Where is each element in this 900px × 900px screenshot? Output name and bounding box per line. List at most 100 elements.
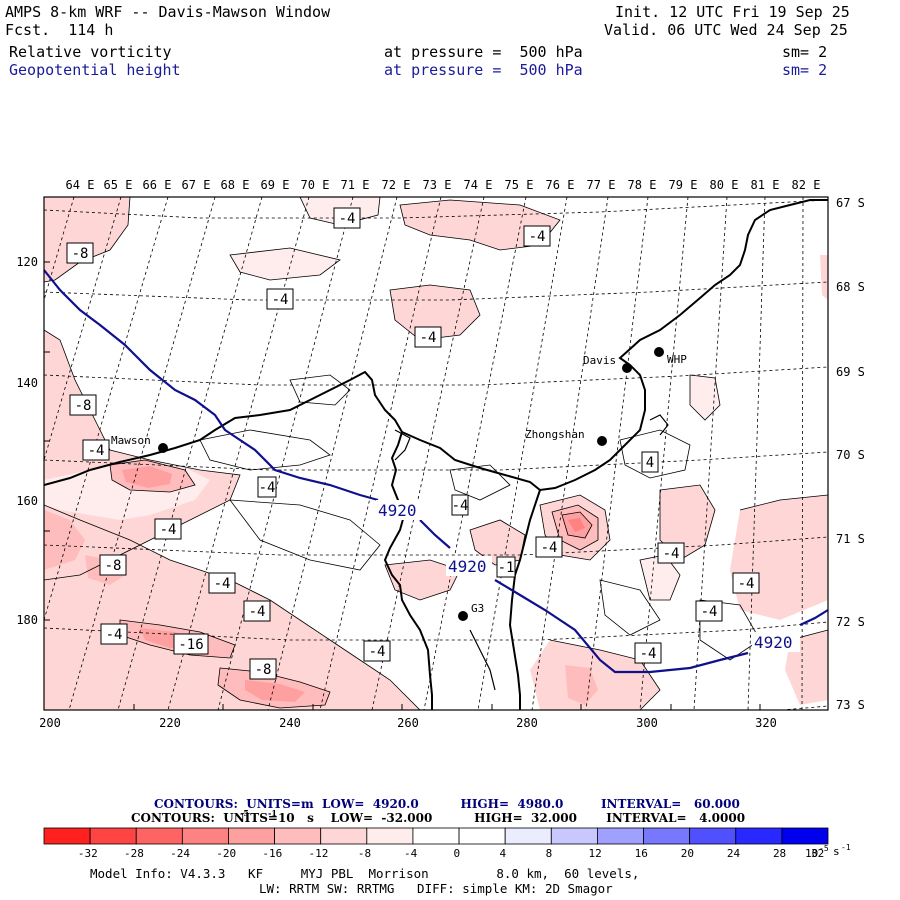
colorbar-tick-label: 16 [635, 847, 648, 860]
axis-ticks [43, 261, 761, 710]
vort-label: -4 [243, 600, 271, 622]
svg-text:-4: -4 [452, 498, 469, 514]
svg-text:-4: -4 [541, 540, 558, 556]
vort-label: -16 [173, 633, 209, 655]
field1-name: Relative vorticity [9, 43, 172, 61]
field1-pressure: at pressure = 500 hPa [384, 43, 583, 61]
svg-text:74 E: 74 E [464, 178, 493, 192]
colorbar-unit: 10 -5 s -1 [805, 843, 851, 860]
svg-text:-4: -4 [214, 576, 231, 592]
field2-name: Geopotential height [9, 61, 181, 79]
svg-text:-16: -16 [178, 637, 203, 653]
svg-text:-4: -4 [701, 604, 718, 620]
colorbar-tick-label: -8 [358, 847, 371, 860]
svg-text:-4: -4 [420, 330, 437, 346]
vorticity-label-group: -8 -4 -4 -4 -4 -8 -4 -4 -4 4 -4 -4 -8 -4… [66, 207, 760, 680]
colorbar-tick-label: -16 [262, 847, 282, 860]
vort-label: -1 [496, 556, 516, 578]
station-label-g3: G3 [471, 602, 484, 615]
svg-text:-4: -4 [272, 292, 289, 308]
field1-smooth: sm= 2 [782, 43, 828, 61]
svg-text:69 E: 69 E [261, 178, 290, 192]
coastline [44, 199, 828, 710]
svg-text:-4: -4 [529, 229, 546, 245]
colorbar-tick-label: 12 [588, 847, 601, 860]
svg-text:73 S: 73 S [836, 698, 865, 712]
colorbar-tick-label: 4 [500, 847, 507, 860]
svg-text:-4: -4 [106, 627, 123, 643]
vort-label: -4 [732, 572, 760, 594]
colorbar-swatch [550, 827, 598, 845]
colorbar-swatch [89, 827, 137, 845]
valid-time: Valid. 06 UTC Wed 24 Sep 25 [604, 21, 848, 39]
station-label-whp: WHP [667, 353, 687, 366]
station-label-mawson: Mawson [111, 434, 151, 447]
svg-text:71 E: 71 E [341, 178, 370, 192]
svg-text:-8: -8 [255, 662, 272, 678]
svg-text:81 E: 81 E [751, 178, 780, 192]
colorbar-tick-label: 0 [453, 847, 460, 860]
colorbar-tick-label: -24 [170, 847, 190, 860]
forecast-hour: Fcst. 114 h [5, 21, 114, 39]
colorbar-tick-label: -32 [78, 847, 98, 860]
vort-label: -4 [363, 640, 391, 662]
vort-label: -4 [208, 572, 236, 594]
vort-label: -4 [266, 288, 294, 310]
svg-text:72 E: 72 E [382, 178, 411, 192]
svg-text:320: 320 [755, 716, 777, 730]
colorbar-swatch [458, 827, 506, 845]
svg-text:4920: 4920 [378, 501, 417, 520]
svg-text:s: s [833, 845, 840, 858]
colorbar-tick-label: -4 [404, 847, 418, 860]
svg-text:-5: -5 [819, 844, 829, 853]
svg-text:-1: -1 [498, 560, 515, 576]
vort-label: -4 [657, 542, 685, 564]
svg-text:-4: -4 [663, 546, 680, 562]
svg-text:-4: -4 [160, 522, 177, 538]
height-label: 4920 [752, 632, 800, 652]
ice-shelf-edges [394, 414, 669, 691]
colorbar-tick-label: -12 [308, 847, 328, 860]
station-dot [654, 347, 664, 357]
colorbar-swatch [689, 827, 737, 845]
svg-text:220: 220 [159, 716, 181, 730]
colorbar-tick-label: -28 [124, 847, 144, 860]
grid-x-labels: 200 220 240 260 280 300 320 [39, 716, 777, 730]
svg-text:76 E: 76 E [546, 178, 575, 192]
svg-text:68 E: 68 E [221, 178, 250, 192]
height-contours [44, 269, 828, 674]
vort-label: -4 [333, 207, 361, 229]
colorbar-swatch [504, 827, 552, 845]
station-dot [158, 443, 168, 453]
vort-label: -4 [414, 326, 442, 348]
svg-text:160: 160 [16, 494, 38, 508]
svg-text:75 E: 75 E [505, 178, 534, 192]
svg-text:64 E: 64 E [66, 178, 95, 192]
stations: Mawson Davis WHP Zhongshan G3 [111, 347, 687, 621]
vort-label: -8 [69, 394, 97, 416]
station-label-zhongshan: Zhongshan [525, 428, 585, 441]
vort-label: -4 [257, 476, 277, 498]
svg-text:71 S: 71 S [836, 532, 865, 546]
svg-text:73 E: 73 E [423, 178, 452, 192]
vort-label: -4 [100, 623, 128, 645]
svg-text:69 S: 69 S [836, 365, 865, 379]
svg-text:-4: -4 [339, 211, 356, 227]
svg-text:280: 280 [516, 716, 538, 730]
svg-text:70 E: 70 E [301, 178, 330, 192]
grid-y-labels: 120 140 160 180 [16, 255, 38, 627]
colorbar-tick-label: -20 [216, 847, 236, 860]
colorbar-swatch [643, 827, 691, 845]
vort-label: -4 [634, 642, 662, 664]
height-label: 4920 [376, 500, 422, 520]
svg-text:-4: -4 [259, 480, 276, 496]
station-dot [458, 611, 468, 621]
init-time: Init. 12 UTC Fri 19 Sep 25 [615, 3, 850, 21]
vort-label: -4 [82, 439, 110, 461]
svg-text:80 E: 80 E [710, 178, 739, 192]
colorbar-tick-label: 32 [811, 847, 824, 860]
svg-text:65 E: 65 E [104, 178, 133, 192]
svg-text:82 E: 82 E [792, 178, 821, 192]
svg-text:67 E: 67 E [182, 178, 211, 192]
model-info-physics: LW: RRTM SW: RRTMG DIFF: simple KM: 2D S… [259, 881, 613, 896]
